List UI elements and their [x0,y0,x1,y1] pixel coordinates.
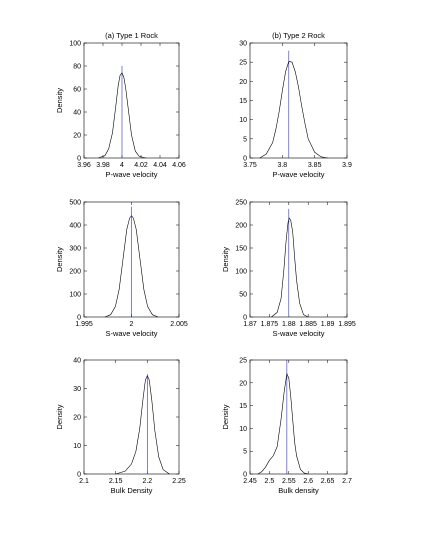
y-tick-label: 200 [69,269,81,276]
y-tick-label: 60 [73,87,81,94]
x-tick-label: 3.8 [277,162,287,169]
chart-title: (b) Type 2 Rock [272,31,325,40]
y-tick-label: 40 [73,110,81,117]
x-tick-label: 3.96 [77,162,91,169]
plot-frame [83,42,180,159]
y-tick-label: 0 [243,315,247,322]
x-tick-label: 3.9 [342,162,352,169]
x-tick-label: 1.885 [299,321,317,328]
y-axis-label: Density [221,404,230,429]
x-tick-label: 4.06 [172,162,186,169]
y-tick-label: 100 [235,269,247,276]
chart-panel-bulk-density-type2: 2.45 2.5 2.55 2.6 2.65 2.7 0 5 10 15 20 25 Bulk dens… [221,358,352,496]
y-tick-label: 5 [243,449,247,456]
x-tick-label: 1.895 [338,321,356,328]
x-axis-label: Bulk density [278,486,319,495]
y-tick-label: 0 [77,315,81,322]
y-tick-label: 100 [69,41,81,48]
y-tick-label: 15 [239,98,247,105]
y-tick-label: 30 [73,386,81,393]
y-tick-label: 0 [243,156,247,163]
y-axis-label: Density [55,404,64,429]
y-tick-label: 5 [243,136,247,143]
x-tick-label: 2.1 [79,478,89,485]
y-axis-label: Density [55,247,64,272]
x-tick-label: 2.7 [342,478,352,485]
y-tick-label: 250 [235,200,247,207]
plot-frame [249,359,348,475]
density-curve [98,72,146,159]
x-tick-label: 2.2 [142,478,152,485]
y-tick-label: 20 [73,415,81,422]
x-tick-label: 1.995 [75,321,93,328]
x-tick-label: 3.85 [308,162,322,169]
x-tick-label: 2.6 [303,478,313,485]
y-tick-label: 50 [239,292,247,299]
chart-title: (a) Type 1 Rock [105,31,158,40]
x-axis-label: S-wave velocity [272,329,324,338]
x-tick-label: 2.45 [243,478,257,485]
y-tick-label: 20 [239,380,247,387]
x-tick-label: 2 [130,321,134,328]
y-tick-label: 10 [239,117,247,124]
density-curve [257,372,309,475]
x-tick-label: 4.02 [134,162,148,169]
y-tick-label: 100 [69,292,81,299]
y-tick-label: 500 [69,200,81,207]
y-tick-label: 10 [73,443,81,450]
y-tick-label: 200 [235,223,247,230]
chart-panel-p-wave-type1: 3.96 3.98 4 4.02 4.04 4.06 0 20 40 60 80 100 P-wave … [55,31,186,179]
x-tick-label: 1.875 [261,321,279,328]
density-curve [271,217,309,318]
x-axis-label: S-wave velocity [105,329,157,338]
x-tick-label: 3.75 [243,162,257,169]
y-tick-label: 0 [77,156,81,163]
y-tick-label: 0 [77,472,81,479]
y-tick-label: 300 [69,246,81,253]
x-tick-label: 2.5 [265,478,275,485]
x-tick-label: 2.25 [172,478,186,485]
y-tick-label: 40 [73,358,81,365]
density-curve [115,374,170,475]
chart-panel-s-wave-type2: 1.87 1.875 1.88 1.885 1.89 1.895 0 50 100 150 200 2… [221,200,356,339]
x-tick-label: 2.65 [321,478,335,485]
y-axis-label: Density [221,247,230,272]
x-tick-label: 1.88 [282,321,296,328]
chart-panel-bulk-density-type1: 2.1 2.15 2.2 2.25 0 10 20 30 40 Bulk Density Densi… [55,358,186,496]
x-tick-label: 2.15 [109,478,123,485]
x-tick-label: 4 [120,162,124,169]
y-tick-label: 15 [239,403,247,410]
y-tick-label: 20 [73,133,81,140]
plot-frame [249,42,348,159]
plot-frame [249,201,348,318]
density-curve [104,215,159,318]
y-tick-label: 30 [239,41,247,48]
x-tick-label: 2.005 [170,321,188,328]
chart-panel-p-wave-type2: 3.75 3.8 3.85 3.9 0 5 10 15 20 25 30 P-wave velocit… [239,31,352,179]
x-tick-label: 3.98 [96,162,110,169]
chart-panel-s-wave-type1: 1.995 2 2.005 0 100 200 300 400 500 S-wave veloci… [55,200,188,339]
y-tick-label: 80 [73,64,81,71]
y-axis-label: Density [55,88,64,113]
x-tick-label: 2.55 [282,478,296,485]
density-curve [259,61,328,159]
y-tick-label: 25 [239,358,247,365]
y-tick-label: 400 [69,223,81,230]
x-tick-label: 1.89 [321,321,335,328]
y-tick-label: 20 [239,79,247,86]
y-tick-label: 0 [243,472,247,479]
plot-frame [83,359,180,475]
y-tick-label: 150 [235,246,247,253]
x-axis-label: P-wave velocity [105,170,157,179]
y-tick-label: 25 [239,60,247,67]
y-tick-label: 10 [239,426,247,433]
x-tick-label: 1.87 [243,321,257,328]
x-axis-label: Bulk Density [111,486,153,495]
x-axis-label: P-wave velocity [272,170,324,179]
x-tick-label: 4.04 [153,162,167,169]
